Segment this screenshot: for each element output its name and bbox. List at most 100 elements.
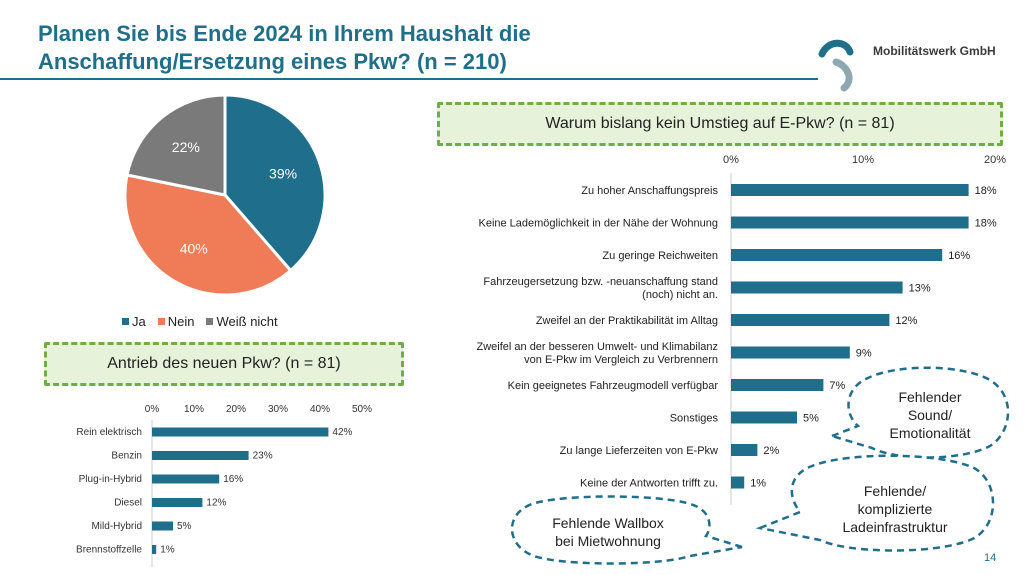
bar (152, 451, 249, 460)
reasons-bar-chart: 0% 10% 20% Zu hoher Anschaffungspreis 18% Kei… (477, 154, 1006, 505)
x-tick-label: 50% (352, 404, 372, 415)
pie-slice (223, 93, 327, 273)
category-label: Rein elektrisch (76, 427, 142, 438)
callout-bubble-wallbox (510, 495, 743, 565)
x-tick-label: 10% (184, 404, 204, 415)
bar-value-label: 18% (975, 218, 997, 230)
company-name: Mobilitätswerk GmbH (873, 44, 996, 58)
bar-value-label: 9% (856, 348, 872, 360)
callout-wallbox-line: bei Mietwohnung (555, 533, 661, 549)
legend-swatch (157, 318, 165, 325)
company-logo-icon (818, 39, 854, 92)
reasons-chart-title: Warum bislang kein Umstieg auf E-Pkw? (n… (545, 115, 895, 132)
callout-infra-line: komplizierte (857, 501, 933, 517)
bar (731, 184, 969, 196)
category-label: Keine Lademöglichkeit in der Nähe der Wo… (478, 218, 718, 230)
callout-infra-line: Ladeinfrastruktur (842, 519, 948, 535)
category-label: Mild-Hybrid (91, 521, 142, 532)
category-label: (noch) nicht an. (642, 289, 718, 301)
legend-item: Nein (157, 314, 195, 329)
callout-sound-line: Sound/ (907, 407, 953, 423)
bar (731, 346, 850, 359)
pie-value-label: 22% (172, 139, 200, 155)
bar-value-label: 12% (895, 315, 917, 327)
category-label: Keine der Antworten trifft zu. (580, 478, 718, 490)
drive-bar-chart: 0% 10% 20% 30% 40% 50% Rein elektrisch 42% Benzi… (76, 404, 372, 567)
x-tick-label: 0% (723, 154, 739, 166)
bar-value-label: 16% (948, 250, 970, 262)
bar-value-label: 18% (975, 185, 997, 197)
bar (731, 411, 797, 424)
category-label: Benzin (111, 451, 142, 462)
category-label: Kein geeignetes Fahrzeugmodell verfügbar (508, 380, 719, 392)
callout-sound-text: Fehlender Sound/ Emotionalität (870, 388, 990, 442)
callout-infra-line: Fehlende/ (863, 483, 927, 499)
pie-value-label: 39% (269, 165, 297, 181)
callout-bubble-infra (755, 454, 995, 552)
title-underline (0, 78, 818, 80)
slide-title: Planen Sie bis Ende 2024 in Ihrem Hausha… (38, 20, 531, 76)
bar-value-label: 42% (332, 427, 352, 438)
pie-legend: Ja Nein Weiß nicht (122, 314, 278, 329)
bar-value-label: 23% (253, 451, 273, 462)
x-tick-label: 20% (984, 154, 1006, 166)
x-tick-label: 30% (268, 404, 288, 415)
legend-label: Ja (132, 314, 146, 329)
bar-value-label: 13% (909, 283, 931, 295)
slide-title-line-2: Anschaffung/Ersetzung eines Pkw? (n = 21… (38, 49, 507, 74)
bar (731, 314, 890, 326)
legend-label: Weiß nicht (216, 314, 278, 329)
callout-sound-line: Fehlender (898, 389, 962, 405)
category-label: Sonstiges (670, 413, 719, 425)
x-tick-label: 20% (226, 404, 246, 415)
bar-value-label: 7% (829, 380, 845, 392)
bar-value-label: 12% (206, 498, 226, 509)
bar (731, 249, 943, 261)
category-label: Zu hoher Anschaffungspreis (581, 185, 718, 197)
category-label: Fahrzeugersetzung bzw. -neuanschaffung s… (483, 276, 718, 288)
bar-value-label: 16% (223, 474, 243, 485)
x-tick-label: 40% (310, 404, 330, 415)
drive-question-box: Antrieb des neuen Pkw? (n = 81) (44, 342, 404, 386)
drive-chart-title: Antrieb des neuen Pkw? (n = 81) (107, 355, 341, 372)
bar (731, 444, 758, 456)
bar-value-label: 1% (750, 478, 766, 490)
category-label: Plug-in-Hybrid (79, 474, 142, 485)
bar-value-label: 5% (803, 413, 819, 425)
bar (152, 521, 173, 531)
callout-infra-text: Fehlende/ komplizierte Ladeinfrastruktur (810, 482, 980, 536)
category-label: Brennstoffzelle (76, 545, 142, 556)
x-tick-label: 10% (852, 154, 874, 166)
bar (731, 216, 969, 229)
category-label: Zu lange Lieferzeiten von E-Pkw (560, 445, 718, 457)
legend-item: Weiß nicht (206, 314, 278, 329)
pie-value-label: 40% (180, 241, 208, 257)
pie-slice (125, 93, 227, 197)
bar-value-label: 2% (763, 445, 779, 457)
category-label: Zu geringe Reichweiten (602, 250, 718, 262)
category-label: von E-Pkw im Vergleich zu Verbrennern (524, 354, 718, 366)
x-tick-label: 0% (145, 404, 160, 415)
category-label: Zweifel an der besseren Umwelt- und Klim… (477, 341, 719, 353)
bar (731, 281, 903, 294)
callout-bubble-sound (828, 366, 1010, 459)
pie-chart: 39% 40% 22% (123, 93, 327, 297)
category-label: Zweifel an der Praktikabilität im Alltag (536, 315, 718, 327)
bar-value-label: 5% (177, 521, 192, 532)
category-label: Diesel (114, 498, 142, 509)
callout-wallbox-text: Fehlende Wallbox bei Mietwohnung (518, 514, 698, 550)
slide-title-line-1: Planen Sie bis Ende 2024 in Ihrem Hausha… (38, 21, 531, 46)
legend-item: Ja (122, 314, 146, 329)
callout-sound-line: Emotionalität (889, 425, 971, 441)
bar (152, 498, 203, 507)
reasons-question-box: Warum bislang kein Umstieg auf E-Pkw? (n… (437, 102, 1003, 146)
bar (152, 474, 220, 484)
bar (731, 379, 824, 391)
bar (731, 476, 745, 489)
bar-value-label: 1% (160, 545, 175, 556)
page-number: 14 (984, 552, 997, 564)
legend-label: Nein (167, 314, 195, 329)
callout-wallbox-line: Fehlende Wallbox (552, 515, 664, 531)
pie-slice (123, 173, 293, 297)
